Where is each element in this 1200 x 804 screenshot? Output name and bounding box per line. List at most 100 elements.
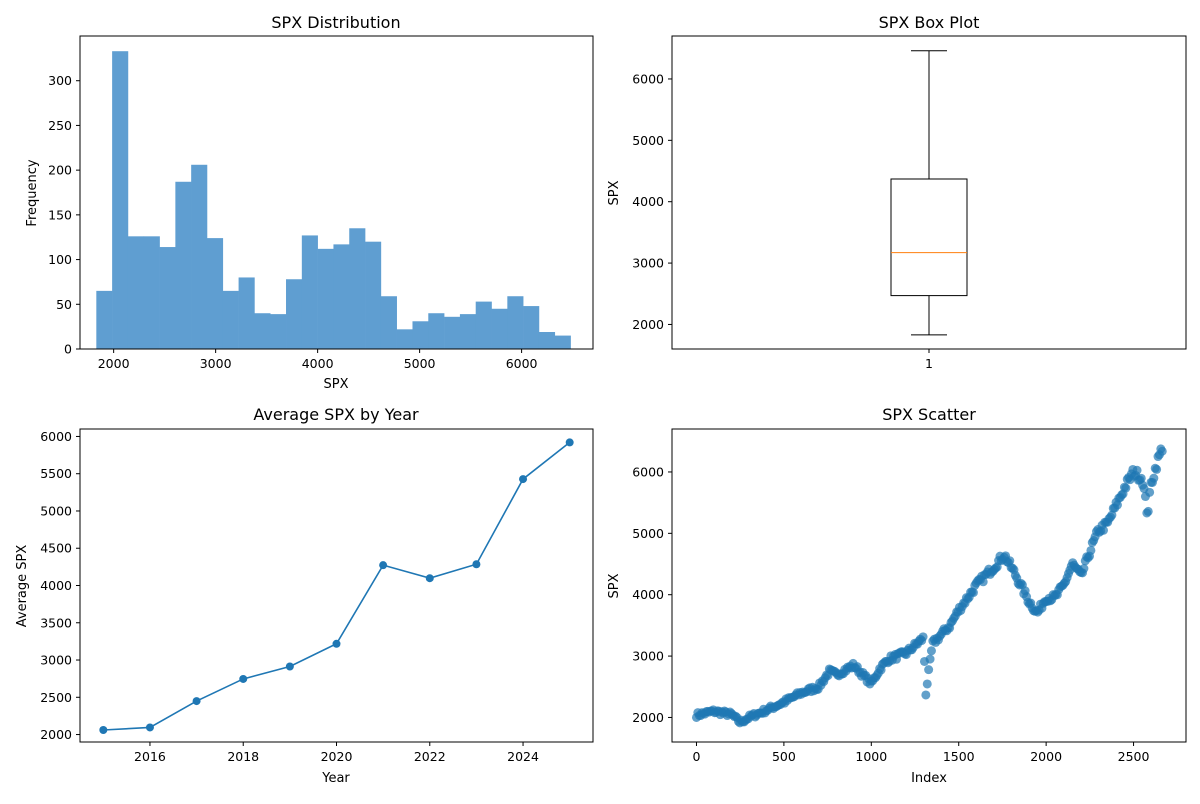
- line-ytick-label: 2500: [40, 690, 72, 705]
- scatter-point: [918, 632, 928, 642]
- boxplot-box: [890, 178, 968, 297]
- scatter-point: [1145, 487, 1155, 497]
- histogram-bar: [238, 277, 255, 349]
- line-title: Average SPX by Year: [253, 405, 419, 424]
- line-point: [285, 662, 294, 671]
- histogram-bar: [96, 290, 113, 349]
- line-ytick-label: 5500: [40, 466, 72, 481]
- line-point: [192, 697, 201, 706]
- boxplot-ytick-label: 2000: [632, 317, 664, 332]
- scatter-xtick-label: 1000: [855, 749, 887, 764]
- scatter-point: [1121, 483, 1131, 493]
- histogram-bar: [301, 235, 318, 349]
- boxplot-panel: SPX Box Plot SPX 2000 3000 4000 5000 6000 1: [607, 13, 1187, 371]
- line-point: [239, 674, 248, 683]
- histogram-bar: [491, 308, 508, 349]
- line-ytick-label: 4000: [40, 578, 72, 593]
- histogram-bar: [112, 51, 129, 350]
- histogram-ylabel: Frequency: [25, 159, 40, 226]
- histogram-bar: [159, 247, 176, 349]
- histogram-bar: [523, 306, 540, 349]
- histogram-bar: [317, 248, 334, 349]
- histogram-bar: [475, 301, 492, 349]
- line-point: [519, 475, 528, 484]
- line-point: [332, 639, 341, 648]
- histogram-xtick-label: 6000: [506, 356, 538, 371]
- histogram-bar: [428, 313, 445, 349]
- histogram-xtick-label: 3000: [200, 356, 232, 371]
- histogram-bar: [459, 314, 477, 349]
- line-xtick-label: 2022: [414, 749, 446, 764]
- histogram-bar: [507, 296, 524, 349]
- scatter-ytick-label: 2000: [632, 710, 664, 725]
- scatter-point: [926, 646, 936, 656]
- scatter-ytick-label: 3000: [632, 649, 664, 664]
- line-point: [425, 574, 434, 583]
- line-xtick-label: 2018: [227, 749, 259, 764]
- line-point: [565, 438, 574, 447]
- histogram-bar: [254, 313, 271, 349]
- histogram-ytick-label: 150: [48, 207, 72, 222]
- histogram-bar: [396, 329, 413, 349]
- scatter-point: [1098, 525, 1108, 535]
- line-ylabel: Average SPX: [15, 545, 30, 628]
- histogram-bar: [365, 241, 382, 349]
- histogram-panel: SPX Distribution SPX Frequency 0 50 100 150…: [25, 13, 594, 392]
- scatter-ytick-label: 5000: [632, 526, 664, 541]
- scatter-axes-frame: [671, 428, 1187, 743]
- histogram-bar: [333, 244, 350, 349]
- line-xtick-label: 2016: [134, 749, 166, 764]
- scatter-xtick-label: 0: [692, 749, 700, 764]
- scatter-ylabel: SPX: [607, 573, 622, 598]
- scatter-point: [1107, 510, 1117, 520]
- boxplot-ytick-label: 4000: [632, 194, 664, 209]
- line-ytick-label: 2000: [40, 727, 72, 742]
- scatter-point: [968, 588, 978, 598]
- line-ytick-label: 3500: [40, 615, 72, 630]
- scatter-xtick-label: 2500: [1118, 749, 1150, 764]
- line-ytick-label: 3000: [40, 653, 72, 668]
- scatter-point: [1079, 564, 1089, 574]
- scatter-xtick-label: 1500: [943, 749, 975, 764]
- histogram-bar: [286, 279, 303, 349]
- line-series: [103, 441, 571, 731]
- scatter-point: [922, 679, 932, 689]
- line-point: [99, 726, 108, 735]
- histogram-bar: [127, 236, 145, 349]
- histogram-bar: [380, 296, 397, 349]
- scatter-ytick-label: 6000: [632, 464, 664, 479]
- boxplot-xtick-label: 1: [925, 356, 933, 371]
- scatter-xtick-label: 2000: [1030, 749, 1062, 764]
- histogram-bar: [191, 164, 208, 349]
- scatter-point: [1152, 464, 1162, 474]
- histogram-bar: [222, 290, 239, 349]
- line-point: [379, 561, 388, 570]
- scatter-title: SPX Scatter: [882, 405, 976, 424]
- scatter-point: [1143, 506, 1153, 516]
- histogram-ytick-label: 250: [48, 118, 72, 133]
- line-axes-frame: [79, 428, 594, 743]
- histogram-ytick-label: 300: [48, 73, 72, 88]
- boxplot-ylabel: SPX: [607, 180, 622, 205]
- boxplot-ytick-label: 5000: [632, 133, 664, 148]
- line-point: [472, 560, 481, 569]
- scatter-point: [924, 665, 934, 675]
- scatter-panel: SPX Scatter Index SPX 200030004000500060…: [607, 405, 1187, 786]
- histogram-bar: [554, 335, 571, 349]
- histogram-bar: [270, 314, 287, 349]
- histogram-bar: [412, 321, 429, 349]
- line-ytick-label: 5000: [40, 503, 72, 518]
- histogram-xtick-label: 5000: [404, 356, 436, 371]
- histogram-xlabel: SPX: [324, 377, 349, 392]
- histogram-bar: [444, 316, 461, 349]
- line-xtick-label: 2020: [321, 749, 353, 764]
- scatter-point: [978, 577, 988, 587]
- histogram-bar: [206, 238, 224, 349]
- scatter-point: [1112, 500, 1122, 510]
- histogram-ytick-label: 200: [48, 163, 72, 178]
- histogram-xtick-label: 4000: [302, 356, 334, 371]
- scatter-ytick-label: 4000: [632, 587, 664, 602]
- line-point: [145, 723, 154, 732]
- histogram-ytick-label: 0: [64, 342, 72, 357]
